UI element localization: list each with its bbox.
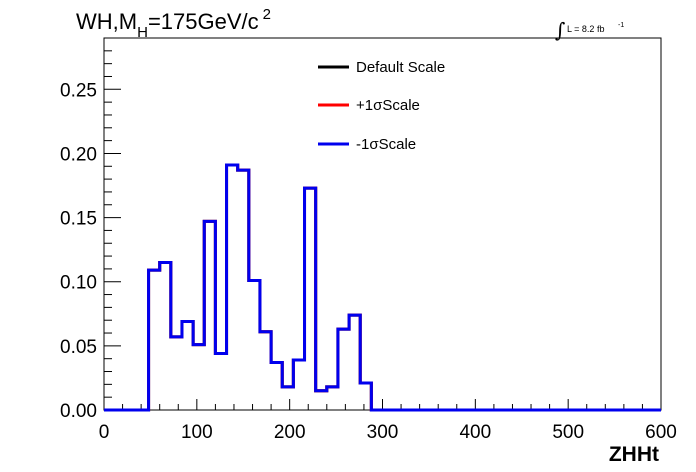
luminosity-label: ∫ L = 8.2 fb -1 [555,18,624,42]
y-tick-label: 0.20 [60,144,97,165]
x-tick-label: 100 [181,422,213,443]
y-tick-label: 0.05 [60,337,97,358]
legend-label: +1σScale [356,97,420,114]
series-layer [104,163,661,412]
y-tick-label: 0.25 [60,80,97,101]
title-main-b: =175GeV/c [148,9,259,34]
y-tick-label: 0.10 [60,273,97,294]
series-line-1 [104,163,661,412]
y-axis: 0.00 0.05 0.10 0.15 0.20 0.25 [60,37,121,422]
x-tick-label: 600 [645,422,677,443]
plot-frame [103,37,662,411]
legend: Default Scale +1σScale -1σScale [318,59,445,153]
x-tick-label: 300 [367,422,399,443]
integral-symbol: ∫ [555,18,565,42]
title-main-a: WH,M [76,9,137,34]
legend-label: -1σScale [356,136,416,153]
series-line-2 [104,163,661,412]
x-tick-label: 200 [274,422,306,443]
x-axis: 0 100 200 300 400 500 600 [99,399,677,443]
title-superscript: 2 [263,6,271,23]
chart-title: WH,MH=175GeV/c 2 [76,6,271,41]
y-tick-label: 0.00 [60,401,97,422]
series-line-0 [104,163,661,412]
x-tick-label: 400 [459,422,491,443]
legend-label: Default Scale [356,59,445,76]
luminosity-superscript: -1 [618,22,624,29]
x-tick-label: 0 [99,422,110,443]
title-subscript: H [137,24,148,41]
luminosity-text: L = 8.2 fb [567,24,604,34]
x-axis-label: ZHHt [609,443,659,466]
x-tick-label: 500 [552,422,584,443]
y-tick-label: 0.15 [60,209,97,230]
